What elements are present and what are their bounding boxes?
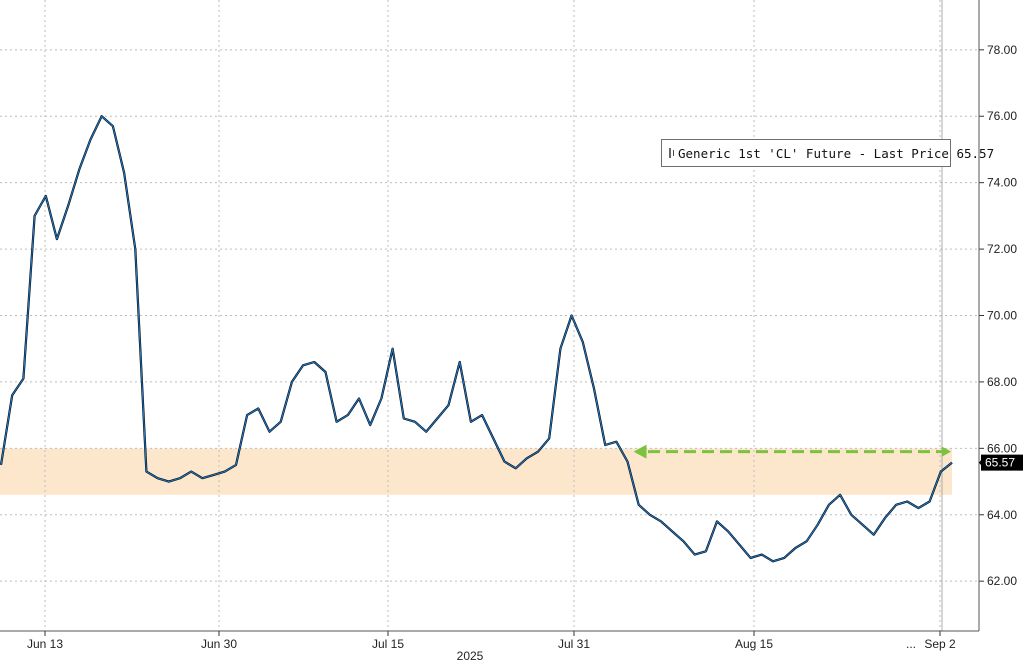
legend: Generic 1st 'CL' Future - Last Price 65.… xyxy=(661,139,994,167)
last-price-tag-pointer xyxy=(979,457,983,468)
expand-legend-icon[interactable] xyxy=(669,148,674,158)
arrow-layer xyxy=(633,444,951,459)
y-tick-label: 68.00 xyxy=(987,375,1017,389)
y-tick-label: 72.00 xyxy=(987,242,1017,256)
y-tick-label: 76.00 xyxy=(987,109,1017,123)
highlight-band-layer xyxy=(0,448,952,495)
last-price-label: 65.57 xyxy=(985,456,1015,470)
y-tick-label: 74.00 xyxy=(987,176,1017,190)
x-tick-label: Jun 13 xyxy=(27,637,63,651)
y-tick-label: 78.00 xyxy=(987,43,1017,57)
y-tick-label: 66.00 xyxy=(987,441,1017,455)
legend-series-name: Generic 1st 'CL' Future - Last Price xyxy=(678,145,949,161)
arrow-head-right xyxy=(942,446,951,457)
x-tick-label: Jul 15 xyxy=(372,637,404,651)
y-tick-label: 64.00 xyxy=(987,508,1017,522)
last-price-tag xyxy=(981,454,1023,471)
highlight-band xyxy=(0,448,952,495)
series-line-highlight xyxy=(0,115,953,562)
x-tick-label: Jul 31 xyxy=(558,637,590,651)
x-tick-label: Sep 2 xyxy=(924,637,956,651)
x-tick-label: Jun 30 xyxy=(201,637,237,651)
series-layer xyxy=(0,115,953,563)
y-tick-label: 62.00 xyxy=(987,574,1017,588)
arrow-head-left xyxy=(633,444,647,459)
x-tick-label: Aug 15 xyxy=(735,637,773,651)
grid-layer xyxy=(0,0,979,631)
legend-last-value: 65.57 xyxy=(956,145,995,161)
x-axis-year-label: 2025 xyxy=(457,649,484,663)
x-tick-label: ... xyxy=(906,637,916,651)
y-tick-label: 70.00 xyxy=(987,309,1017,323)
